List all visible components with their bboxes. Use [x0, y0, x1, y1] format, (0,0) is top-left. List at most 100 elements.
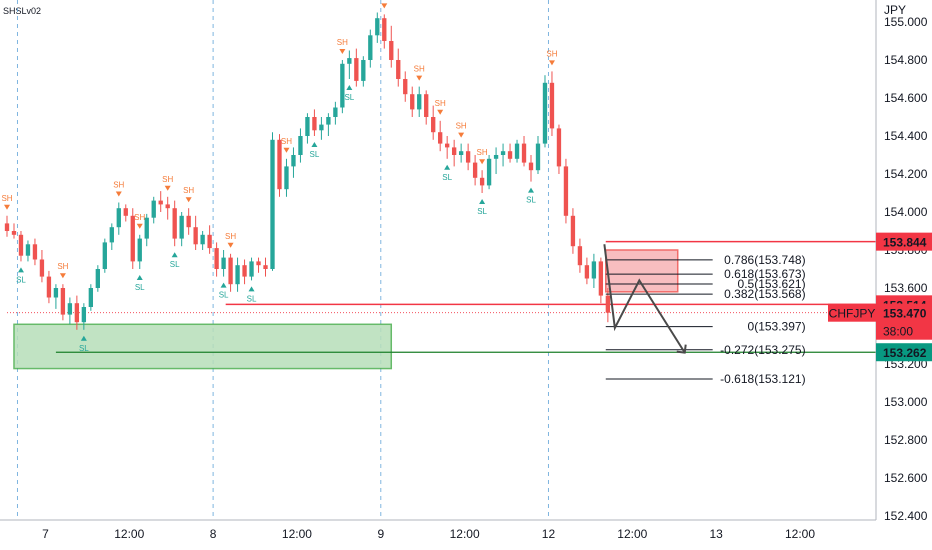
candle-body	[249, 261, 254, 277]
projection-arrowhead	[676, 344, 687, 354]
candle-body	[438, 132, 443, 144]
candle-body	[319, 124, 324, 131]
swing-high-marker	[136, 223, 143, 229]
candle-body	[4, 223, 10, 231]
swing-high-marker	[437, 109, 444, 115]
price-tick-label: 154.800	[884, 53, 928, 67]
time-tick-label: 12:00	[282, 527, 312, 541]
candle-body	[431, 117, 436, 133]
fib-level-label: 0.786(153.748)	[724, 253, 805, 267]
candle-body	[67, 303, 73, 315]
current-price-badge-bg	[876, 303, 932, 340]
candle-body	[53, 288, 59, 298]
candle-body	[542, 82, 548, 144]
candle-body	[389, 41, 394, 60]
swing-low-marker	[311, 142, 318, 147]
candle-body	[458, 151, 464, 155]
candle-body	[270, 139, 275, 269]
candle-body	[354, 58, 359, 81]
candle-body	[95, 269, 100, 288]
time-tick-label: 12:00	[114, 527, 144, 541]
candle-body	[151, 200, 156, 218]
candle-body	[11, 231, 17, 235]
fib-level-label: 0.618(153.673)	[724, 267, 805, 281]
price-tick-label: 154.000	[884, 205, 928, 219]
marker-layer: SH SH SH SH SH SH SH SH SH SH SH SH SH SH SH SL SL SL SL SL…	[1, 0, 557, 353]
swing-low-label: SL	[526, 196, 536, 205]
candle-body	[228, 257, 233, 285]
candle-body	[263, 265, 268, 269]
support-price-badge: 153.262	[876, 343, 932, 362]
candle-body	[326, 117, 331, 125]
fib-level-label: 0.382(153.568)	[724, 287, 805, 301]
grid-layer	[16, 0, 549, 520]
swing-high-label: SH	[281, 137, 292, 146]
candle-body	[88, 288, 94, 307]
time-tick-label: 7	[42, 527, 49, 541]
candle-body	[137, 238, 142, 262]
swing-high-marker	[381, 3, 388, 9]
candle-body	[200, 234, 205, 245]
fib-level-label: -0.272(153.275)	[720, 343, 805, 357]
candle-body	[382, 18, 387, 41]
candle-body	[291, 155, 296, 167]
candle-body	[74, 303, 80, 323]
candle-body	[312, 117, 317, 131]
swing-high-label: SH	[183, 186, 194, 195]
current-price-badge-sub: 38:00	[883, 325, 913, 339]
support-price-badge-text: 153.262	[883, 346, 927, 360]
candle-body	[410, 94, 415, 110]
candle-body	[102, 242, 107, 269]
candle-body	[451, 147, 457, 155]
swing-high-marker	[479, 159, 486, 165]
swing-high-label: SH	[162, 175, 173, 184]
swing-low-marker	[220, 282, 227, 288]
time-tick-label: 12	[542, 527, 556, 541]
candle-body	[305, 117, 310, 136]
candle-body	[46, 276, 52, 298]
price-tick-label: 154.400	[884, 129, 928, 143]
price-tick-label: 155.000	[884, 15, 928, 29]
current-price-badge: 153.470 38:00	[876, 303, 932, 340]
fib-level-label: 0.5(153.621)	[738, 277, 806, 291]
candle-body	[465, 151, 471, 163]
candle-body	[18, 234, 24, 256]
candle-body	[591, 261, 597, 279]
candle-body	[584, 265, 590, 279]
candle-body	[500, 151, 506, 155]
candle-body	[333, 107, 338, 117]
swing-high-marker	[339, 49, 346, 54]
candle-body	[298, 136, 303, 155]
swing-high-label: SH	[456, 122, 467, 131]
candle-body	[445, 143, 450, 148]
swing-high-label: SH	[435, 99, 446, 108]
swing-low-label: SL	[135, 283, 145, 292]
candle-body	[535, 143, 541, 171]
candle-body	[605, 295, 611, 313]
candle-body	[25, 244, 31, 256]
swing-low-marker	[171, 252, 178, 258]
fib-level-label: -0.618(153.121)	[720, 372, 805, 386]
candle-body	[507, 151, 513, 159]
swing-high-marker	[59, 273, 66, 279]
candle-body	[130, 215, 135, 262]
swing-low-label: SL	[247, 294, 257, 303]
candle-body	[375, 18, 380, 36]
swing-high-label: SH	[546, 49, 557, 58]
candle-body	[563, 166, 569, 216]
swing-low-label: SL	[310, 150, 320, 159]
swing-low-label: SL	[79, 344, 89, 353]
support-price-badge-bg	[876, 343, 932, 362]
indicator-label: SHSLv02	[3, 6, 42, 16]
upper-price-badge-text: 153.844	[883, 236, 927, 250]
candle-body	[577, 246, 583, 266]
projection-path	[603, 244, 686, 354]
candle-body	[403, 79, 408, 95]
time-tick-label: 12:00	[450, 527, 480, 541]
swing-high-marker	[4, 204, 10, 210]
swing-high-marker	[416, 75, 423, 81]
candle-body	[179, 215, 184, 239]
swing-high-marker	[164, 185, 171, 191]
